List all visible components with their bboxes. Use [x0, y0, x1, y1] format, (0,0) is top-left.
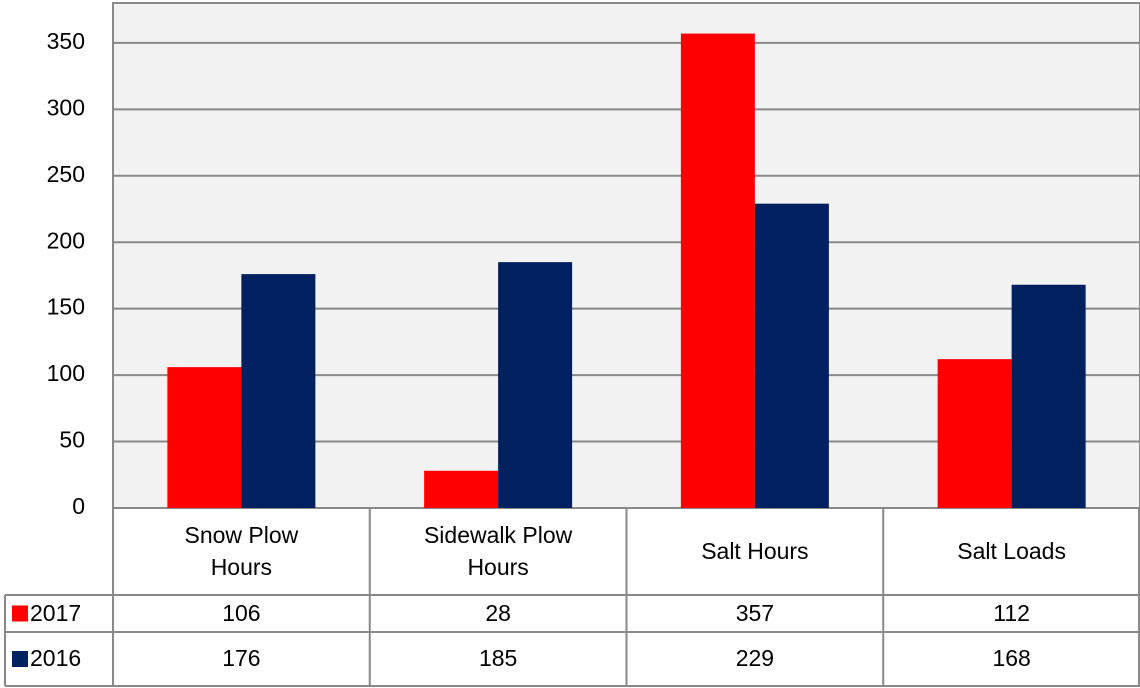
y-tick-label: 0 [72, 493, 85, 519]
bar [1011, 284, 1086, 508]
bar [167, 367, 242, 508]
bar [424, 470, 499, 508]
x-tick-label: Sidewalk Plow Hours [423, 522, 573, 580]
y-tick-label: 350 [47, 28, 85, 54]
table-value: 176 [222, 645, 261, 672]
bar [498, 262, 573, 508]
legend-label: 2016 [30, 645, 82, 672]
table-value: 106 [222, 599, 261, 626]
table-value: 357 [735, 599, 775, 626]
bar [680, 33, 755, 508]
legend-swatch [12, 605, 28, 622]
y-tick-label: 50 [59, 427, 85, 453]
category-cell: Salt Hours [627, 508, 884, 595]
category-cell: Snow Plow Hours [113, 508, 370, 595]
x-tick-label: Salt Loads [957, 537, 1066, 564]
y-tick-label: 250 [47, 161, 85, 187]
x-tick-label: Snow Plow Hours [184, 522, 299, 580]
y-tick-label: 300 [47, 94, 85, 120]
table-value: 28 [485, 599, 511, 626]
table-value: 185 [478, 645, 518, 672]
category-cell: Salt Loads [883, 508, 1140, 595]
legend-swatch [12, 651, 28, 667]
legend-label: 2017 [30, 599, 82, 626]
table-value: 229 [735, 645, 775, 672]
table-value: 168 [992, 645, 1031, 672]
category-cell: Sidewalk Plow Hours [370, 508, 627, 595]
bar [937, 359, 1012, 508]
y-tick-label: 150 [47, 294, 85, 320]
bar [754, 203, 829, 508]
table-value: 112 [993, 599, 1030, 626]
y-tick-label: 100 [47, 360, 85, 386]
y-tick-label: 200 [47, 227, 85, 253]
x-tick-label: Salt Hours [701, 537, 809, 564]
bar [241, 274, 316, 508]
